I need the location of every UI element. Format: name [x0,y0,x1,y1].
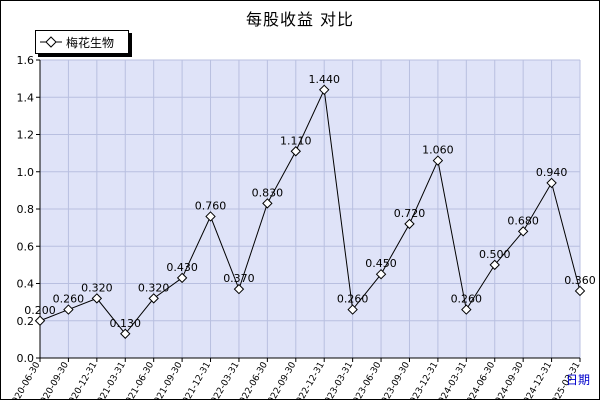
data-label: 0.130 [110,317,142,330]
data-point [176,272,188,284]
data-point [34,315,46,326]
y-tick-label: 0.2 [17,315,35,328]
y-tick-label: 1.2 [17,129,35,142]
data-point [432,155,444,166]
data-label: 0.720 [394,207,426,220]
legend-marker-icon [40,36,62,48]
y-tick-label: 0.8 [17,203,35,216]
data-point [120,328,131,339]
data-label: 1.110 [280,134,312,147]
data-label: 0.260 [337,293,369,306]
data-label: 0.760 [195,199,227,212]
data-point [517,226,529,237]
data-label: 0.830 [252,186,284,199]
y-tick-label: 1.4 [17,91,35,104]
data-point [574,285,586,297]
data-point [262,198,273,209]
data-label: 1.060 [422,144,454,157]
data-point [489,259,500,271]
data-point [347,304,358,315]
data-point [461,304,472,315]
data-label: 0.320 [138,281,170,294]
data-label: 0.320 [81,281,113,294]
data-label: 0.260 [53,293,85,306]
data-label: 0.450 [365,257,397,270]
data-label: 0.360 [564,274,596,287]
data-point [546,177,557,189]
data-point [148,293,159,304]
y-tick-label: 0.0 [17,352,35,365]
data-point [290,146,301,157]
x-tick-label: 2020-06-30 [8,360,43,400]
series-line [39,88,581,335]
data-point [63,304,74,315]
data-label: 0.260 [451,293,483,306]
data-point [205,211,216,222]
data-label: 0.430 [166,261,198,274]
data-label: 1.440 [308,73,340,86]
legend: 梅花生物 [35,30,129,54]
chart-title: 每股收益 对比 [245,10,355,29]
data-point [319,84,330,96]
data-label: 0.680 [507,214,539,227]
y-tick-label: 1.6 [17,54,35,67]
data-point [91,293,103,304]
y-tick-label: 0.6 [17,240,35,253]
data-label: 0.200 [24,304,56,317]
data-point [404,218,415,230]
legend-label: 梅花生物 [66,35,115,50]
x-axis-title: 日期 [566,373,590,387]
data-point [233,283,245,295]
data-label: 0.940 [536,166,568,179]
y-tick-label: 0.4 [17,278,35,291]
data-label: 0.500 [479,248,511,261]
data-point [375,268,387,280]
data-label: 0.370 [223,272,255,285]
y-tick-label: 1.0 [17,166,35,179]
